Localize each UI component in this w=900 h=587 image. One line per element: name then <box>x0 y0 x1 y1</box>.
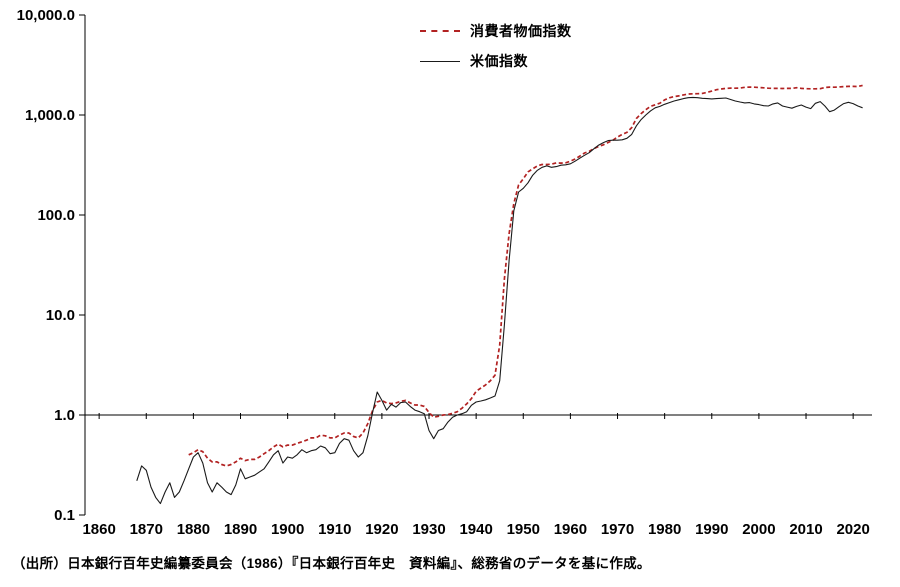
y-tick-label: 100.0 <box>37 207 75 224</box>
y-tick-label: 10.0 <box>46 307 75 324</box>
y-tick-label: 1,000.0 <box>25 107 75 124</box>
cpi-legend-label: 消費者物価指数 <box>470 23 572 39</box>
x-tick-label: 2020 <box>836 521 869 538</box>
source-note: （出所）日本銀行百年史編纂委員会（1986）『日本銀行百年史 資料編』、総務省の… <box>12 556 651 571</box>
chart-legend: 消費者物価指数 米価指数 <box>420 22 572 70</box>
legend-item-rice: 米価指数 <box>420 52 572 70</box>
cpi-line <box>188 84 863 467</box>
rice-line-sample <box>420 60 460 62</box>
x-tick-label: 2010 <box>789 521 822 538</box>
x-tick-label: 1910 <box>318 521 351 538</box>
x-tick-label: 1990 <box>695 521 728 538</box>
cpi-line-sample <box>420 30 460 32</box>
y-tick-label: 0.1 <box>54 507 75 524</box>
x-tick-label: 1890 <box>224 521 257 538</box>
y-tick-label: 10,000.0 <box>17 7 75 24</box>
price-index-chart: 1860 1870 1880 1890 1900 1910 1920 1930 1940 1950… <box>17 7 872 538</box>
x-tick-label: 1870 <box>130 521 163 538</box>
x-tick-label: 1960 <box>554 521 587 538</box>
x-tick-label: 1920 <box>365 521 398 538</box>
price-index-chart-svg: 1860 1870 1880 1890 1900 1910 1920 1930 1940 1950… <box>17 7 872 538</box>
rice-line <box>136 96 863 505</box>
x-tick-label: 1970 <box>601 521 634 538</box>
x-tick-label: 1950 <box>507 521 540 538</box>
x-tick-label: 2000 <box>742 521 775 538</box>
x-tick-label: 1880 <box>177 521 210 538</box>
rice-legend-label: 米価指数 <box>470 53 528 69</box>
y-tick-label: 1.0 <box>54 407 75 424</box>
x-tick-label: 1940 <box>459 521 492 538</box>
x-tick-label: 1930 <box>412 521 445 538</box>
legend-item-cpi: 消費者物価指数 <box>420 22 572 40</box>
x-tick-label: 1860 <box>82 521 115 538</box>
x-tick-label: 1900 <box>271 521 304 538</box>
x-tick-label: 1980 <box>648 521 681 538</box>
